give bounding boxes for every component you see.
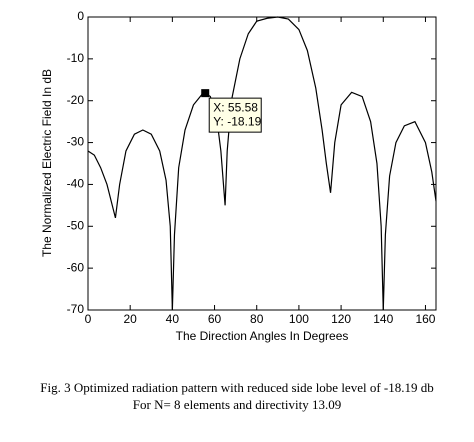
x-tick-label: 160 [415, 312, 435, 326]
y-tick-label: -70 [67, 302, 85, 316]
y-axis-label: The Normalized Electric Field In dB [40, 69, 54, 257]
caption-line: For N= 8 elements and directivity 13.09 [133, 397, 341, 412]
x-tick-label: 20 [124, 312, 138, 326]
x-tick-label: 0 [85, 312, 92, 326]
y-tick-label: -50 [67, 218, 85, 232]
y-tick-label: 0 [77, 9, 84, 23]
datatip-y: Y: -18.19 [213, 114, 261, 128]
x-tick-label: 100 [289, 312, 309, 326]
y-tick-label: -10 [67, 51, 85, 65]
x-tick-label: 120 [331, 312, 351, 326]
x-tick-label: 80 [250, 312, 264, 326]
datatip-box [208, 97, 262, 133]
x-tick-label: 40 [166, 312, 180, 326]
caption-line: Fig. 3 Optimized radiation pattern with … [40, 380, 434, 395]
y-tick-label: -20 [67, 93, 85, 107]
plot-area [87, 16, 437, 311]
y-tick-label: -30 [67, 135, 85, 149]
x-tick-label: 60 [208, 312, 222, 326]
y-tick-label: -60 [67, 260, 85, 274]
datatip-x: X: 55.58 [213, 100, 258, 114]
pattern-line [87, 16, 437, 311]
x-tick-label: 140 [373, 312, 393, 326]
datatip-marker [201, 89, 210, 98]
x-axis-label: The Direction Angles In Degrees [176, 329, 349, 343]
y-tick-label: -40 [67, 177, 85, 191]
